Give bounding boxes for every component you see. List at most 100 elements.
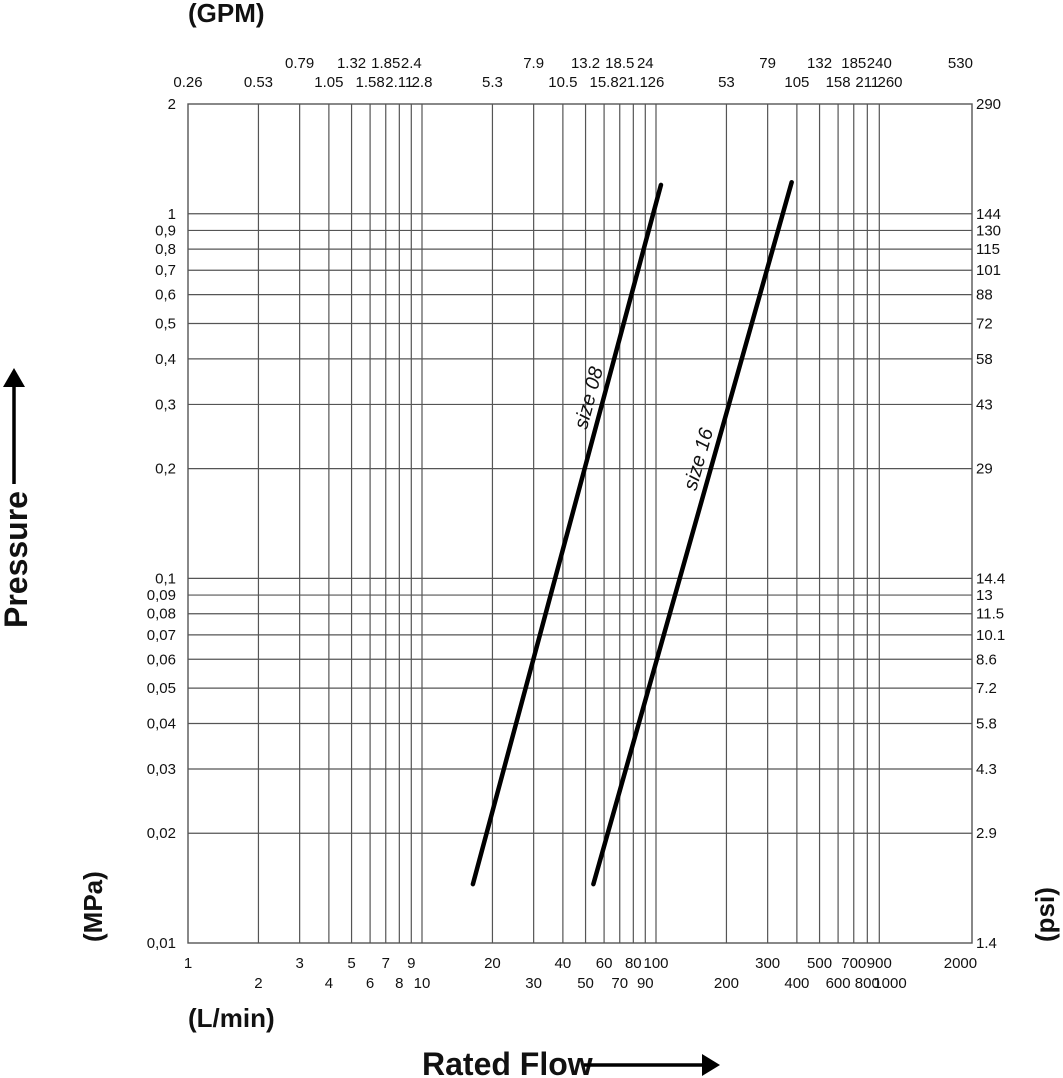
right-axis-unit: (psi) — [1030, 887, 1060, 942]
right-y-tick-label: 72 — [976, 316, 993, 333]
top-x-tick-label: 15.8 — [589, 74, 618, 91]
y-tick-label: 0,02 — [147, 825, 176, 842]
x-tick-label: 80 — [625, 955, 642, 972]
right-y-tick-label: 1.4 — [976, 935, 997, 952]
top-x-tick-label: 211 — [855, 74, 879, 91]
right-y-tick-label: 88 — [976, 287, 993, 304]
right-y-tick-label: 4.3 — [976, 761, 997, 778]
x-tick-label: 300 — [755, 955, 780, 972]
top-x-tick-label: 530 — [948, 55, 973, 72]
top-x-tick-label: 79 — [759, 55, 776, 72]
right-y-tick-label: 115 — [976, 241, 1000, 258]
top-axis-unit: (GPM) — [188, 0, 265, 28]
y-tick-label: 0,5 — [155, 316, 176, 333]
right-y-tick-label: 43 — [976, 396, 993, 413]
y-tick-label: 0,07 — [147, 627, 176, 644]
x-axis-title: Rated Flow — [422, 1046, 593, 1078]
top-x-tick-label: 132 — [807, 55, 832, 72]
right-y-tick-label: 2.9 — [976, 825, 997, 842]
right-y-tick-label: 11.5 — [976, 606, 1004, 623]
top-x-tick-label: 0.53 — [244, 74, 273, 91]
right-y-tick-label: 7.2 — [976, 680, 997, 697]
right-y-tick-label: 13 — [976, 587, 993, 604]
right-y-tick-label: 144 — [976, 206, 1001, 223]
top-x-tick-label: 5.3 — [482, 74, 503, 91]
x-tick-label: 600 — [826, 975, 851, 992]
y-tick-label: 0,05 — [147, 680, 176, 697]
x-tick-label: 900 — [867, 955, 892, 972]
right-y-tick-label: 14.4 — [976, 570, 1005, 587]
x-tick-label: 2000 — [944, 955, 977, 972]
x-tick-label: 40 — [555, 955, 572, 972]
top-x-tick-label: 1.85 — [371, 55, 400, 72]
x-tick-label: 100 — [643, 955, 668, 972]
x-tick-label: 8 — [395, 975, 403, 992]
top-x-tick-label: 1.58 — [355, 74, 384, 91]
right-y-tick-label: 10.1 — [976, 627, 1005, 644]
top-x-tick-label: 0.79 — [285, 55, 314, 72]
top-x-tick-label: 105 — [784, 74, 809, 91]
x-tick-label: 50 — [577, 975, 594, 992]
right-y-tick-label: 58 — [976, 351, 993, 368]
x-tick-label: 3 — [295, 955, 303, 972]
plot-frame — [187, 103, 973, 944]
top-x-tick-label: 26 — [648, 74, 665, 91]
top-x-tick-label: 18.5 — [605, 55, 634, 72]
right-y-tick-label: 5.8 — [976, 715, 997, 732]
y-tick-label: 0,04 — [147, 715, 176, 732]
x-tick-label: 70 — [611, 975, 628, 992]
y-tick-label: 0,09 — [147, 587, 176, 604]
x-tick-label: 400 — [784, 975, 809, 992]
grid — [187, 103, 973, 944]
right-y-tick-label: 130 — [976, 222, 1001, 239]
top-x-tick-label: 260 — [877, 74, 902, 91]
top-x-tick-label: 53 — [718, 74, 735, 91]
x-tick-label: 2 — [254, 975, 262, 992]
top-x-tick-label: 240 — [867, 55, 892, 72]
y-tick-label: 2 — [168, 96, 176, 113]
top-x-tick-label: 158 — [826, 74, 851, 91]
x-tick-label: 60 — [596, 955, 613, 972]
top-x-tick-label: 7.9 — [523, 55, 544, 72]
x-tick-label: 30 — [525, 975, 542, 992]
right-y-tick-label: 29 — [976, 461, 993, 478]
y-tick-label: 0,6 — [155, 287, 176, 304]
series-line — [591, 180, 794, 887]
top-x-tick-label: 1.32 — [337, 55, 366, 72]
x-tick-label: 20 — [484, 955, 501, 972]
top-x-tick-label: 24 — [637, 55, 654, 72]
top-x-tick-label: 1.05 — [314, 74, 343, 91]
top-x-tick-label: 185 — [841, 55, 866, 72]
top-x-tick-label: 2.8 — [412, 74, 433, 91]
x-tick-label: 200 — [714, 975, 739, 992]
x-tick-label: 7 — [382, 955, 390, 972]
x-tick-label: 4 — [325, 975, 333, 992]
x-tick-label: 5 — [347, 955, 355, 972]
x-tick-label: 6 — [366, 975, 374, 992]
y-tick-label: 0,3 — [155, 396, 176, 413]
x-tick-label: 500 — [807, 955, 832, 972]
left-axis-unit: (MPa) — [78, 871, 108, 942]
y-tick-label: 0,1 — [155, 570, 176, 587]
y-tick-label: 0,9 — [155, 222, 176, 239]
x-tick-label: 90 — [637, 975, 654, 992]
y-tick-label: 1 — [168, 206, 176, 223]
x-tick-label: 700 — [841, 955, 866, 972]
x-tick-label: 10 — [414, 975, 431, 992]
top-x-tick-label: 0.26 — [173, 74, 202, 91]
right-y-tick-label: 101 — [976, 262, 1001, 279]
x-tick-label: 800 — [855, 975, 880, 992]
x-tick-label: 9 — [407, 955, 415, 972]
y-tick-label: 0,03 — [147, 761, 176, 778]
bottom-axis-unit: (L/min) — [188, 1003, 275, 1033]
y-tick-label: 0,01 — [147, 935, 176, 952]
y-axis-arrow — [3, 368, 25, 484]
right-y-tick-label: 290 — [976, 96, 1001, 113]
series-line — [470, 182, 664, 887]
top-x-tick-label: 2.11 — [385, 74, 413, 91]
top-x-tick-label: 10.5 — [548, 74, 577, 91]
y-tick-label: 0,4 — [155, 351, 176, 368]
